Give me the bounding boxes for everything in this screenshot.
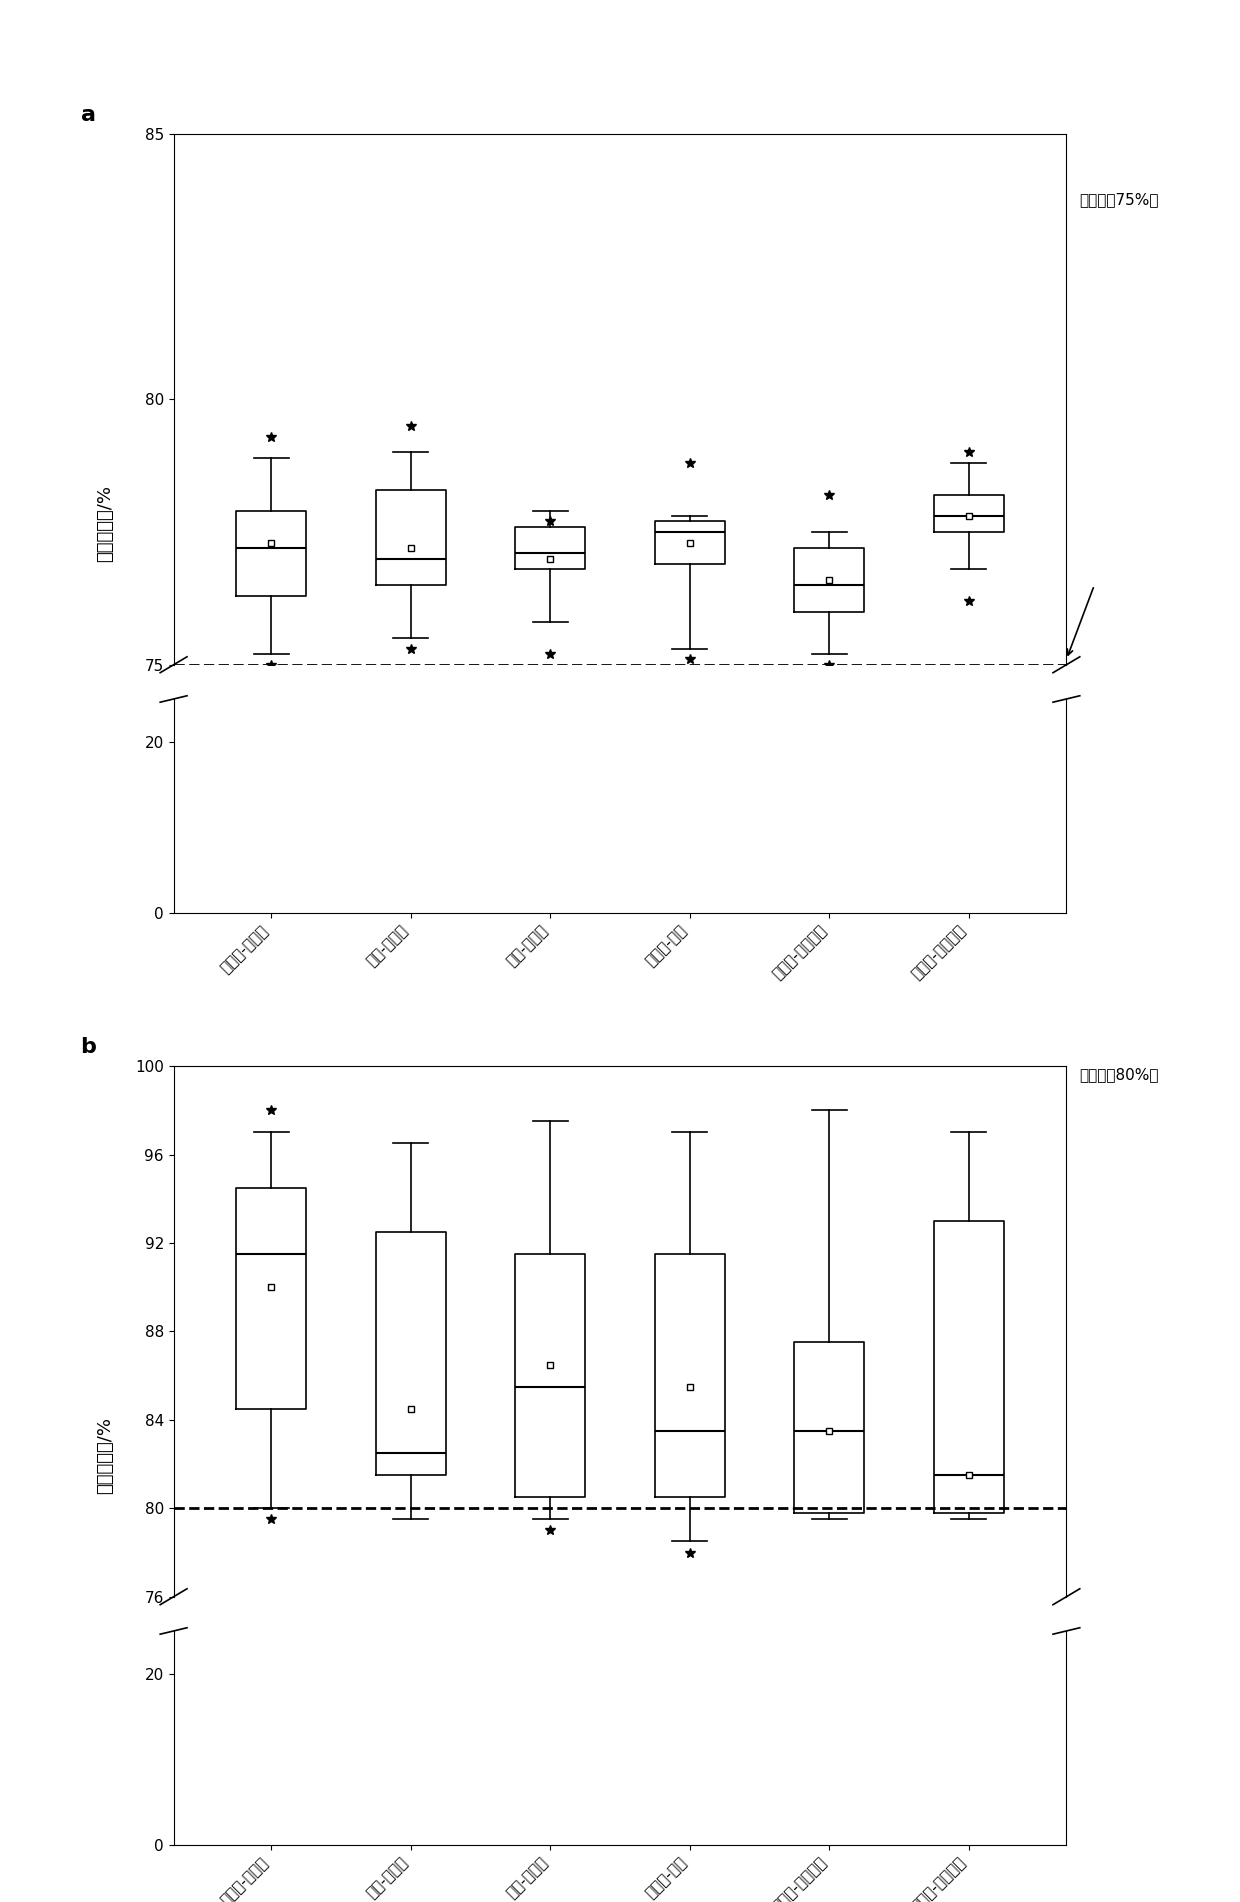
Text: b: b bbox=[81, 1037, 97, 1058]
Text: 达标线（80%）: 达标线（80%） bbox=[1079, 1067, 1158, 1082]
Text: 达标线（75%）: 达标线（75%） bbox=[1079, 192, 1158, 207]
Text: 氨氮去除率/%: 氨氮去除率/% bbox=[97, 485, 114, 561]
Text: a: a bbox=[81, 105, 95, 126]
Text: 总磷去除率/%: 总磷去除率/% bbox=[97, 1417, 114, 1493]
